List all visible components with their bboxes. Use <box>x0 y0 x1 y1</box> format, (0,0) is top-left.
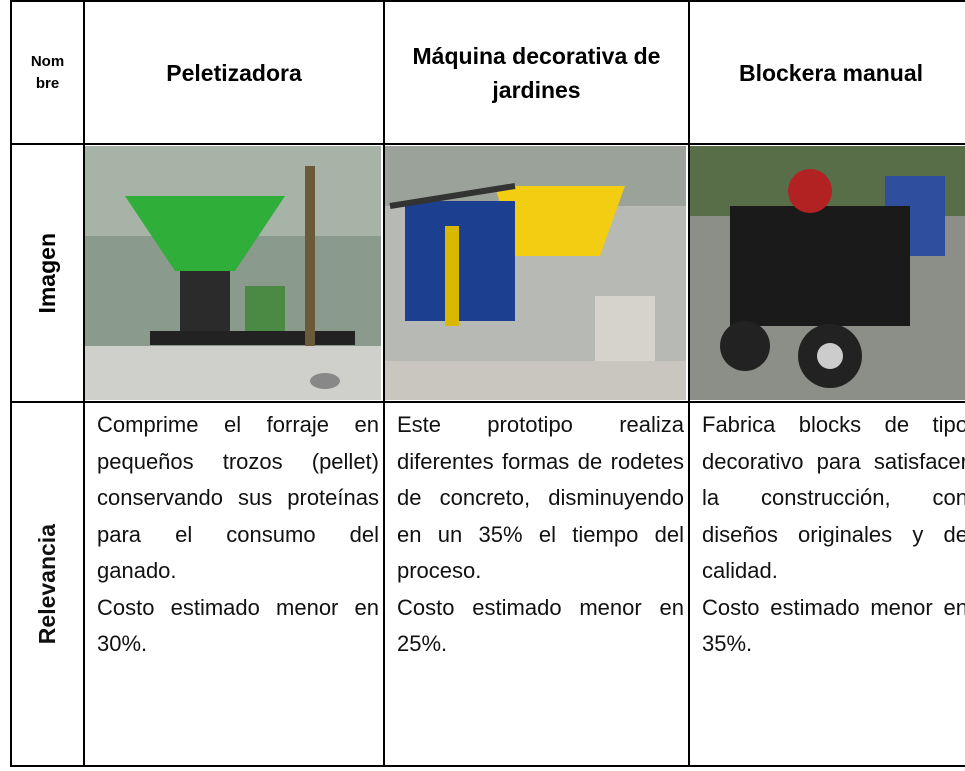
row-label: Relevancia <box>34 523 61 645</box>
row-label-cell: Imagen <box>10 143 85 403</box>
comparison-table: Nombre Peletizadora Máquina decorativa d… <box>10 0 965 767</box>
header-cell: Máquina decorativa de jardines <box>383 0 690 145</box>
relevance-row: Relevancia Comprime el forraje en pequeñ… <box>10 401 965 767</box>
text-cell: Este prototipo realiza diferentes formas… <box>383 401 690 767</box>
header-cell: Nombre <box>10 0 85 145</box>
photo-peletizadora <box>85 146 381 400</box>
text-cell: Fabrica blocks de tipo decorativo para s… <box>688 401 965 767</box>
header-row: Nombre Peletizadora Máquina decorativa d… <box>10 0 965 145</box>
photo-maquina <box>385 146 686 400</box>
paragraph: Este prototipo realiza diferentes formas… <box>397 412 684 583</box>
paragraph: Costo estimado menor en 25%. <box>397 594 684 657</box>
header-cell: Blockera manual <box>688 0 965 145</box>
paragraph: Costo estimado menor en 35%. <box>702 594 965 657</box>
image-cell <box>383 143 690 403</box>
paragraph: Costo estimado menor en 30%. <box>97 594 379 657</box>
row-label: Imagen <box>34 232 60 314</box>
image-row: Imagen <box>10 143 965 403</box>
paragraph: Comprime el forraje en pequeños trozos (… <box>97 412 379 583</box>
image-cell <box>688 143 965 403</box>
photo-blockera <box>690 146 965 400</box>
paragraph: Fabrica blocks de tipo decorativo para s… <box>702 412 965 583</box>
header-cell: Peletizadora <box>83 0 385 145</box>
text-cell: Comprime el forraje en pequeños trozos (… <box>83 401 385 767</box>
row-label-cell: Relevancia <box>10 401 85 767</box>
image-cell <box>83 143 385 403</box>
